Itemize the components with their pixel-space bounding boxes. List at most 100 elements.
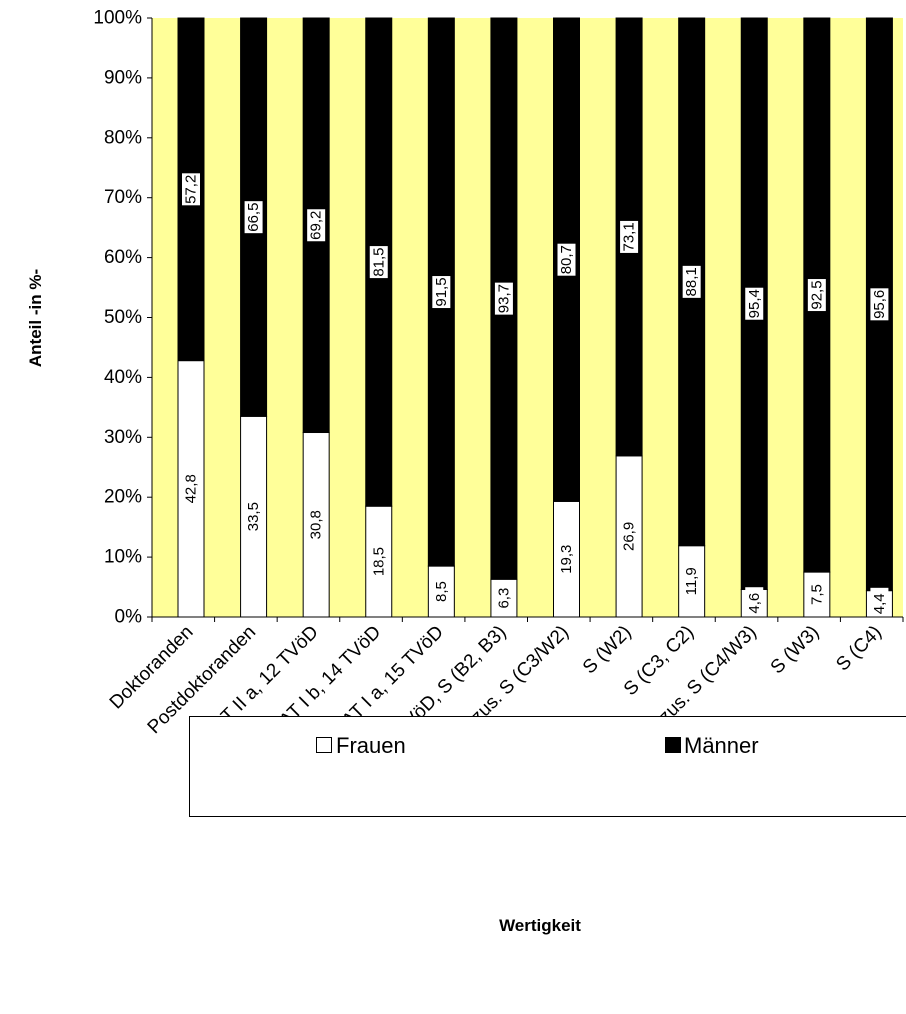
data-label-frauen-background (870, 587, 889, 620)
y-axis-title: Anteil -in %- (26, 269, 45, 367)
y-tick-label: 80% (104, 127, 142, 148)
data-label-maenner-background (432, 276, 451, 309)
data-label-frauen-group: 26,9 (620, 520, 639, 553)
y-tick-label: 90% (104, 67, 142, 88)
x-tick-label: S (W2) (579, 622, 636, 679)
data-label-maenner-background (870, 288, 889, 321)
data-label-maenner-group: 66,5 (244, 201, 263, 234)
data-label-maenner: 88,1 (683, 267, 700, 296)
data-label-frauen-group: 4,6 (745, 587, 764, 620)
data-label-frauen: 11,9 (683, 567, 700, 595)
data-label-frauen-background (307, 508, 326, 541)
y-tick-label: 40% (104, 367, 142, 388)
data-label-maenner: 95,6 (871, 290, 888, 319)
data-label-maenner: 69,2 (308, 211, 325, 240)
y-tick-label: 70% (104, 187, 142, 208)
data-label-frauen-group: 8,5 (432, 575, 451, 608)
y-tick-label: 50% (104, 307, 142, 328)
y-tick-label: 30% (104, 427, 142, 448)
data-label-maenner: 66,5 (245, 203, 262, 232)
x-tick-label: S (C4) (832, 622, 886, 676)
data-label-frauen: 4,4 (871, 593, 888, 614)
data-label-frauen-background (557, 543, 576, 576)
data-label-frauen-group: 4,4 (870, 587, 889, 620)
data-label-maenner: 93,7 (495, 284, 512, 313)
data-label-frauen-group: 30,8 (307, 508, 326, 541)
data-label-frauen-background (745, 587, 764, 620)
data-label-frauen: 33,5 (245, 502, 262, 531)
data-label-maenner-group: 57,2 (182, 173, 200, 206)
data-label-frauen: 7,5 (808, 584, 825, 605)
data-labels: 42,8 57,2 33,5 66,5 30,8 69,2 18,5 81,5 8,5 91,5 6… (182, 173, 889, 620)
data-label-frauen: 4,6 (746, 593, 763, 614)
data-label-maenner-background (307, 209, 326, 242)
data-label-maenner-group: 80,7 (557, 243, 576, 276)
data-label-frauen-background (182, 472, 200, 505)
data-label-maenner: 80,7 (558, 245, 575, 274)
data-label-frauen-group: 11,9 (682, 565, 701, 598)
data-label-maenner-group: 95,6 (870, 288, 889, 321)
data-label-frauen-background (244, 500, 263, 533)
data-label-frauen-group: 18,5 (369, 545, 388, 578)
data-label-frauen-background (432, 575, 451, 608)
data-label-frauen-background (494, 582, 513, 615)
data-label-maenner-group: 73,1 (620, 220, 639, 253)
data-label-maenner-background (682, 265, 701, 298)
data-label-frauen-group: 33,5 (244, 500, 263, 533)
data-label-maenner: 92,5 (808, 280, 825, 309)
data-label-maenner: 95,4 (746, 289, 763, 318)
data-label-maenner-group: 91,5 (432, 276, 451, 309)
data-label-maenner-group: 69,2 (307, 209, 326, 242)
data-label-maenner-background (244, 201, 263, 234)
y-tick-label: 0% (115, 607, 143, 628)
legend-swatch-maenner (665, 737, 681, 753)
y-tick-label: 60% (104, 247, 142, 268)
data-label-maenner-background (182, 173, 200, 206)
y-axis: 0% 10% 20% 30% 40% 50% 60% 70% 80% 90% 100% (93, 8, 153, 628)
legend-box (189, 716, 906, 817)
y-tick-label: 20% (104, 487, 142, 508)
x-axis-title: Wertigkeit (499, 916, 581, 935)
data-label-frauen-group: 6,3 (494, 582, 513, 615)
plot-area (152, 18, 903, 617)
data-label-frauen: 8,5 (433, 581, 450, 602)
data-label-frauen-background (620, 520, 639, 553)
data-label-maenner-background (557, 243, 576, 276)
data-label-frauen: 30,8 (308, 510, 325, 539)
data-label-frauen-group: 19,3 (557, 543, 576, 576)
data-label-maenner: 73,1 (621, 222, 638, 251)
data-label-maenner-group: 92,5 (807, 279, 826, 312)
data-label-maenner-background (494, 282, 513, 315)
data-label-frauen: 26,9 (621, 522, 638, 551)
y-tick-label: 10% (104, 547, 142, 568)
data-label-frauen: 19,3 (558, 545, 575, 574)
data-label-frauen-background (682, 565, 701, 598)
data-label-maenner-group: 88,1 (682, 265, 701, 298)
data-label-frauen: 18,5 (370, 547, 387, 576)
data-label-maenner-background (369, 246, 388, 279)
data-label-frauen-background (807, 578, 826, 611)
data-label-maenner-background (620, 220, 639, 253)
legend-item-maenner: Männer (665, 733, 759, 758)
data-label-frauen-group: 42,8 (182, 472, 200, 505)
data-label-maenner: 91,5 (433, 277, 450, 306)
legend-swatch-frauen (316, 737, 332, 753)
x-tick-label: S (W3) (767, 622, 824, 679)
y-tick-label: 100% (93, 8, 142, 29)
data-label-maenner-background (745, 287, 764, 320)
data-label-maenner: 81,5 (370, 247, 387, 276)
data-label-frauen: 42,8 (183, 474, 200, 503)
data-label-frauen-group: 7,5 (807, 578, 826, 611)
legend-label-maenner: Männer (684, 733, 759, 758)
legend-label-frauen: Frauen (336, 733, 406, 758)
data-label-maenner-background (807, 279, 826, 312)
data-label-frauen-background (369, 545, 388, 578)
data-label-maenner-group: 81,5 (369, 246, 388, 279)
legend-item-frauen: Frauen (316, 733, 406, 758)
data-label-maenner: 57,2 (183, 175, 200, 204)
legend: Frauen Männer (189, 716, 906, 817)
data-label-frauen: 6,3 (495, 588, 512, 609)
data-label-maenner-group: 95,4 (745, 287, 764, 320)
data-label-maenner-group: 93,7 (494, 282, 513, 315)
